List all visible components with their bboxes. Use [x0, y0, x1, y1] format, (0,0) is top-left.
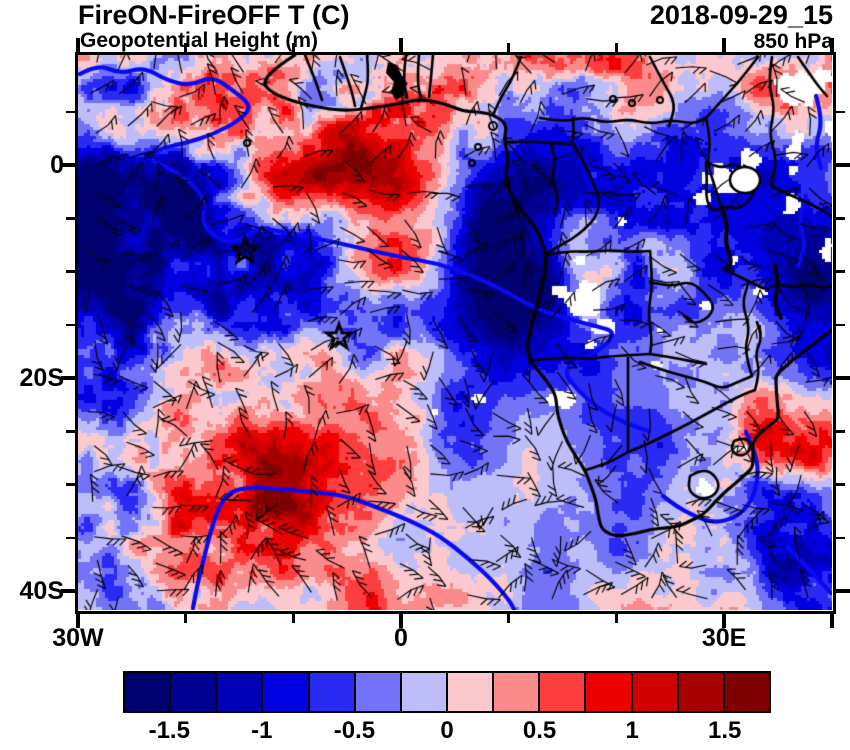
plot-timestamp: 2018-09-29_15 [649, 0, 833, 30]
axis-tick [615, 42, 618, 52]
colorbar-tick-label: 0.5 [522, 717, 557, 744]
colorbar-tick-label: -1.5 [148, 717, 190, 744]
colorbar-segment [722, 673, 769, 711]
colorbar-tick-label: 1 [625, 717, 639, 744]
axis-tick [60, 589, 75, 593]
colorbar-tick-label: -0.5 [333, 717, 376, 744]
axis-tick [65, 110, 75, 113]
axis-tick [399, 37, 403, 52]
colorbar-tick-label: 1.5 [708, 717, 742, 744]
axis-tick [835, 110, 845, 113]
colorbar-tick-label: -1 [251, 717, 273, 744]
colorbar [123, 671, 771, 713]
axis-tick [65, 217, 75, 220]
colorbar-tick-label: 0 [440, 717, 454, 744]
axis-tick [835, 536, 845, 539]
axis-tick [835, 270, 845, 273]
axis-tick [184, 613, 187, 623]
x-tick-label: 0 [394, 624, 408, 652]
colorbar-segment [399, 673, 446, 711]
axis-tick [65, 323, 75, 326]
colorbar-segment [307, 673, 354, 711]
colorbar-segment [353, 673, 400, 711]
axis-tick [829, 613, 834, 628]
axis-tick [60, 376, 75, 380]
colorbar-segment [169, 673, 216, 711]
axis-tick [615, 613, 618, 623]
map-canvas [77, 54, 832, 610]
axis-tick [507, 42, 510, 52]
axis-tick [399, 613, 403, 628]
axis-tick [292, 613, 295, 623]
map-frame [74, 51, 836, 614]
axis-tick [835, 217, 845, 220]
axis-tick [184, 42, 187, 52]
axis-tick [835, 323, 845, 326]
axis-tick [75, 37, 80, 52]
colorbar-segment [125, 673, 170, 711]
colorbar-segment [538, 673, 585, 711]
y-tick-label: 0 [50, 151, 64, 179]
pressure-level-label: 850 hPa [753, 30, 833, 53]
x-tick-label: 30W [52, 624, 104, 652]
colorbar-segment [676, 673, 723, 711]
colorbar-segment [215, 673, 262, 711]
axis-tick [835, 376, 850, 380]
y-tick-label: 20S [19, 364, 64, 392]
colorbar-segment [630, 673, 677, 711]
plot-subtitle: Geopotential Height (m) [80, 29, 318, 52]
axis-tick [65, 430, 75, 433]
axis-tick [835, 163, 850, 167]
axis-tick [60, 163, 75, 167]
axis-tick [829, 37, 834, 52]
colorbar-segment [445, 673, 493, 711]
axis-tick [65, 536, 75, 539]
axis-tick [722, 613, 727, 628]
y-tick-label: 40S [19, 577, 64, 605]
axis-tick [835, 430, 845, 433]
axis-tick [835, 483, 845, 486]
axis-tick [507, 613, 510, 623]
colorbar-segment [261, 673, 308, 711]
axis-tick [65, 270, 75, 273]
axis-tick [835, 589, 850, 593]
colorbar-segment [492, 673, 539, 711]
x-tick-label: 30E [701, 624, 747, 652]
axis-tick [75, 613, 80, 628]
axis-tick [292, 42, 295, 52]
plot-title: FireON-FireOFF T (C) [78, 0, 350, 30]
axis-tick [722, 37, 727, 52]
colorbar-segment [584, 673, 631, 711]
axis-tick [65, 483, 75, 486]
